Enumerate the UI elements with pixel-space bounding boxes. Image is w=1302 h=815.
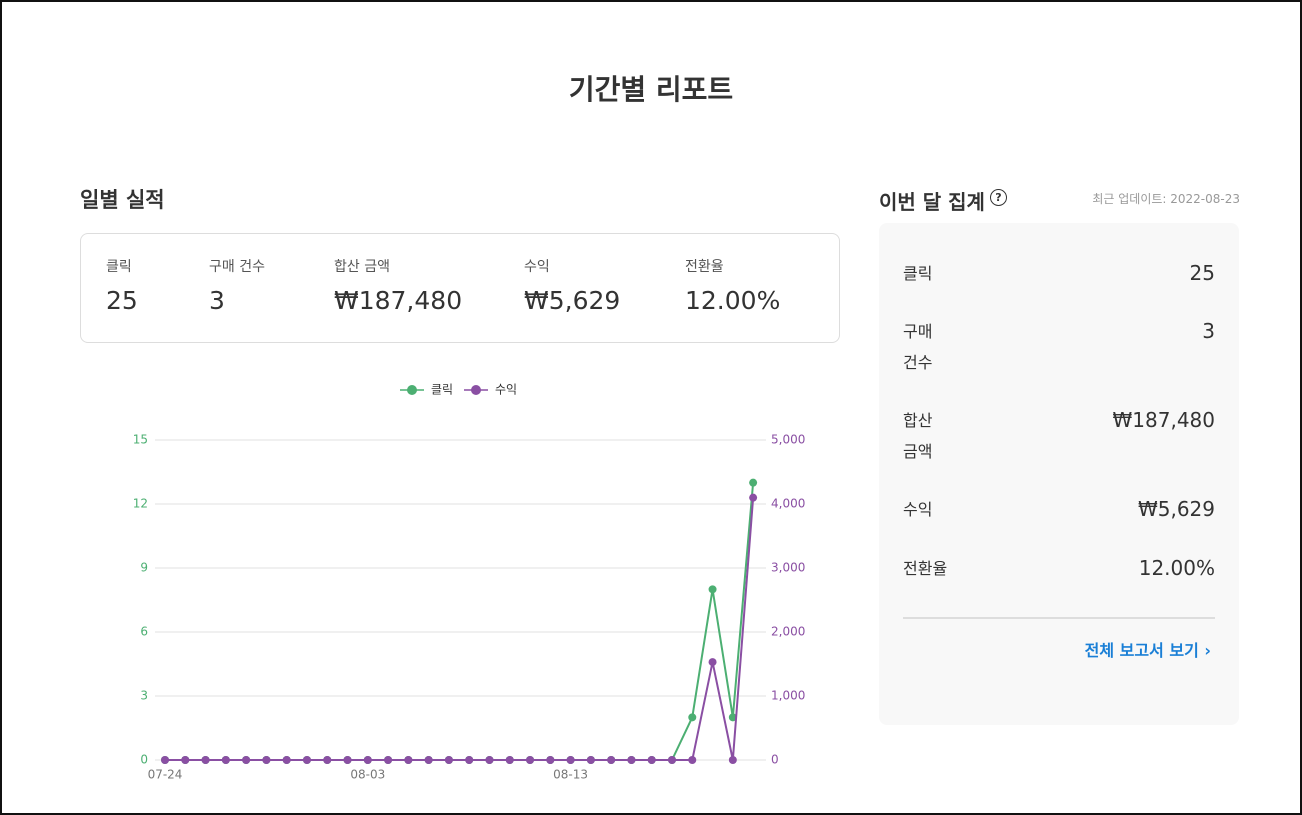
y2-tick-label: 1,000 [771, 689, 805, 703]
summary-panel: 전체 보고서 보기 › 클릭 25 구매 건수 3 합산 금액 ₩187,480 수익 ₩5,… [879, 223, 1239, 725]
section-title: 이번 달 집계 [879, 190, 985, 214]
data-point [505, 756, 514, 764]
row-label: 합산 금액 [903, 411, 933, 461]
data-point [708, 658, 717, 667]
x-tick-label: 08-13 [553, 768, 588, 782]
data-point [161, 756, 169, 764]
data-point [749, 478, 758, 487]
stat: 수익 ₩5,629 [524, 256, 620, 315]
data-point [465, 756, 474, 764]
data-point [546, 756, 555, 764]
data-point [444, 756, 453, 764]
row-label: 전환율 [903, 559, 948, 578]
divider [903, 617, 1215, 619]
stat-value: ₩187,480 [334, 286, 463, 315]
data-point [282, 756, 291, 764]
y-tick-label: 6 [140, 625, 148, 639]
help-icon[interactable]: ? [990, 189, 1007, 206]
stat-value: 25 [106, 286, 138, 315]
page-title: 기간별 리포트 [568, 73, 734, 106]
x-tick-label: 08-03 [350, 768, 385, 782]
y-tick-label: 3 [140, 689, 148, 703]
y-tick-label: 9 [140, 561, 148, 575]
data-point [343, 756, 352, 764]
data-point [749, 493, 758, 502]
data-point [181, 756, 190, 764]
data-point [384, 756, 393, 764]
x-tick-label: 07-24 [148, 768, 183, 782]
series-line [165, 497, 755, 761]
y2-tick-label: 4,000 [771, 497, 805, 511]
data-point [262, 756, 271, 764]
data-point [363, 756, 372, 764]
data-point [668, 756, 676, 764]
data-point [586, 756, 595, 764]
row-value: ₩187,480 [1112, 408, 1215, 432]
summary-row: 구매 건수 3 [903, 316, 1215, 378]
row-value: ₩5,629 [1137, 497, 1215, 521]
row-label: 구매 건수 [903, 322, 933, 372]
data-point [221, 756, 230, 764]
y-tick-label: 12 [133, 497, 148, 511]
data-point [688, 713, 697, 722]
summary-row: 합산 금액 ₩187,480 [903, 405, 1215, 467]
data-point [485, 756, 494, 764]
data-point [566, 756, 575, 764]
data-point [323, 756, 332, 764]
summary-row: 전환율 12.00% [903, 553, 1215, 584]
row-value: 25 [1189, 261, 1215, 285]
report-link[interactable]: 전체 보고서 보기 › [1085, 637, 1211, 661]
stat-label: 수익 [524, 259, 550, 275]
y2-tick-label: 0 [771, 753, 779, 767]
legend-dot [471, 385, 481, 395]
row-label: 클릭 [903, 264, 933, 283]
y2-tick-label: 2,000 [771, 625, 805, 639]
stat: 합산 금액 ₩187,480 [334, 256, 462, 315]
data-point [627, 756, 636, 764]
stat-value: 12.00% [685, 286, 781, 315]
y-tick-label: 0 [140, 753, 148, 767]
stat: 전환율 12.00% [685, 256, 780, 315]
y2-tick-label: 3,000 [771, 561, 805, 575]
legend-dot [407, 385, 417, 395]
stat: 클릭 25 [106, 256, 138, 315]
y-tick-label: 15 [133, 433, 148, 447]
data-point [728, 713, 737, 722]
data-point [302, 756, 311, 764]
data-point [242, 756, 251, 764]
row-value: 12.00% [1138, 556, 1215, 580]
data-point [647, 756, 656, 764]
row-label: 수익 [903, 500, 933, 519]
series-line [165, 482, 755, 761]
data-point [404, 756, 413, 764]
data-point [607, 756, 616, 764]
data-point [728, 756, 737, 764]
stat-value: 3 [209, 286, 225, 315]
y2-tick-label: 5,000 [771, 433, 805, 447]
data-point [688, 756, 697, 764]
row-value: 3 [1202, 319, 1215, 343]
stat-label: 합산 금액 [334, 259, 390, 275]
legend-label: 클릭 [431, 383, 453, 397]
stat-label: 구매 건수 [209, 259, 265, 275]
data-point [424, 756, 433, 764]
legend-label: 수익 [495, 383, 517, 397]
data-point [708, 585, 717, 594]
section-title: 일별 실적 [80, 188, 165, 212]
stat-label: 전환율 [685, 259, 724, 275]
stats-card: 클릭 25 구매 건수 3 합산 금액 ₩187,480 수익 ₩5,629 전환율 12.00% [80, 233, 840, 343]
summary-row: 클릭 25 [903, 258, 1215, 289]
data-point [201, 756, 210, 764]
link-text[interactable]: 전체 보고서 보기 [1084, 641, 1199, 660]
update-time: 최근 업데이트: 2022-08-23 [1092, 192, 1240, 206]
data-point [526, 756, 535, 764]
chevron: › [1204, 641, 1211, 660]
stat: 구매 건수 3 [209, 256, 265, 315]
summary-row: 수익 ₩5,629 [903, 494, 1215, 525]
stat-label: 클릭 [106, 259, 132, 275]
stat-value: ₩5,629 [524, 286, 621, 315]
